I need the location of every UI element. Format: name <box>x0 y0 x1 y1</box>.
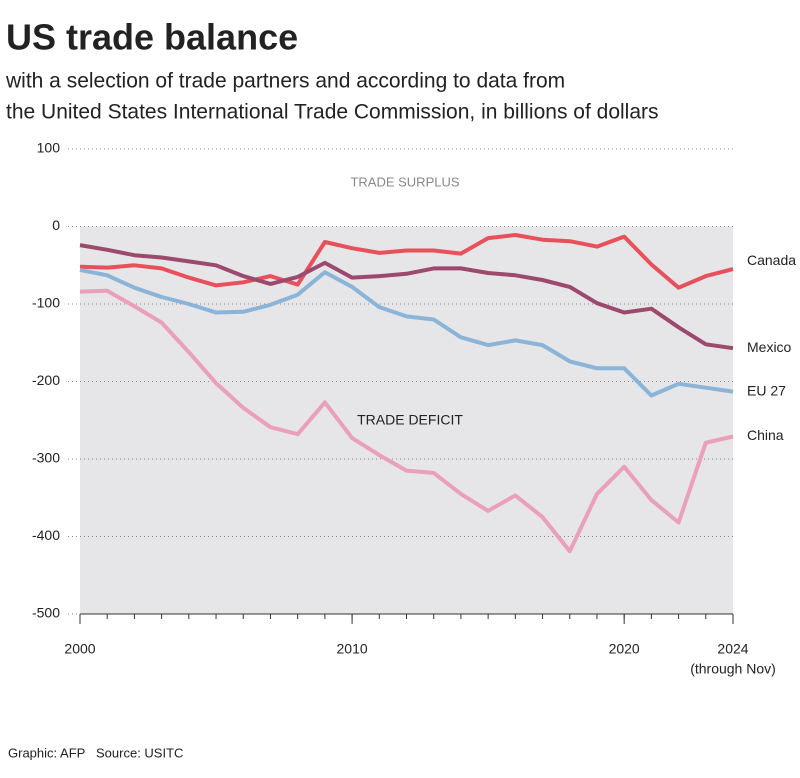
series-line <box>79 267 734 398</box>
y-tick-label: -200 <box>32 372 60 388</box>
y-tick-label: 100 <box>37 140 61 156</box>
y-tick-label: -500 <box>32 605 60 621</box>
series-label: EU 27 <box>747 382 786 398</box>
y-tick-label: -400 <box>32 527 60 543</box>
annotation: TRADE DEFICIT <box>357 412 463 428</box>
source: Source: USITC <box>96 745 183 760</box>
subtitle: the United States International Trade Co… <box>6 101 659 124</box>
x-tick-label: 2010 <box>337 641 368 657</box>
series-label: Mexico <box>747 339 792 355</box>
y-tick-label: -100 <box>32 295 60 311</box>
deficit-area <box>80 226 733 614</box>
x-tick-label: 2020 <box>609 641 640 657</box>
annotation: TRADE SURPLUS <box>350 174 459 189</box>
x-tick-label: 2024 <box>717 641 748 657</box>
x-tick-label: 2000 <box>64 641 95 657</box>
credit: Graphic: AFP <box>8 745 85 760</box>
series-label: China <box>747 427 784 443</box>
series-line <box>79 233 734 290</box>
y-tick-label: 0 <box>52 217 60 233</box>
series-line <box>79 288 734 554</box>
series-label: Canada <box>747 252 796 268</box>
chart-title: US trade balance <box>6 17 298 58</box>
series-line <box>79 243 734 351</box>
subtitle: with a selection of trade partners and a… <box>5 70 565 93</box>
y-tick-label: -300 <box>32 450 60 466</box>
x-note: (through Nov) <box>690 661 776 677</box>
